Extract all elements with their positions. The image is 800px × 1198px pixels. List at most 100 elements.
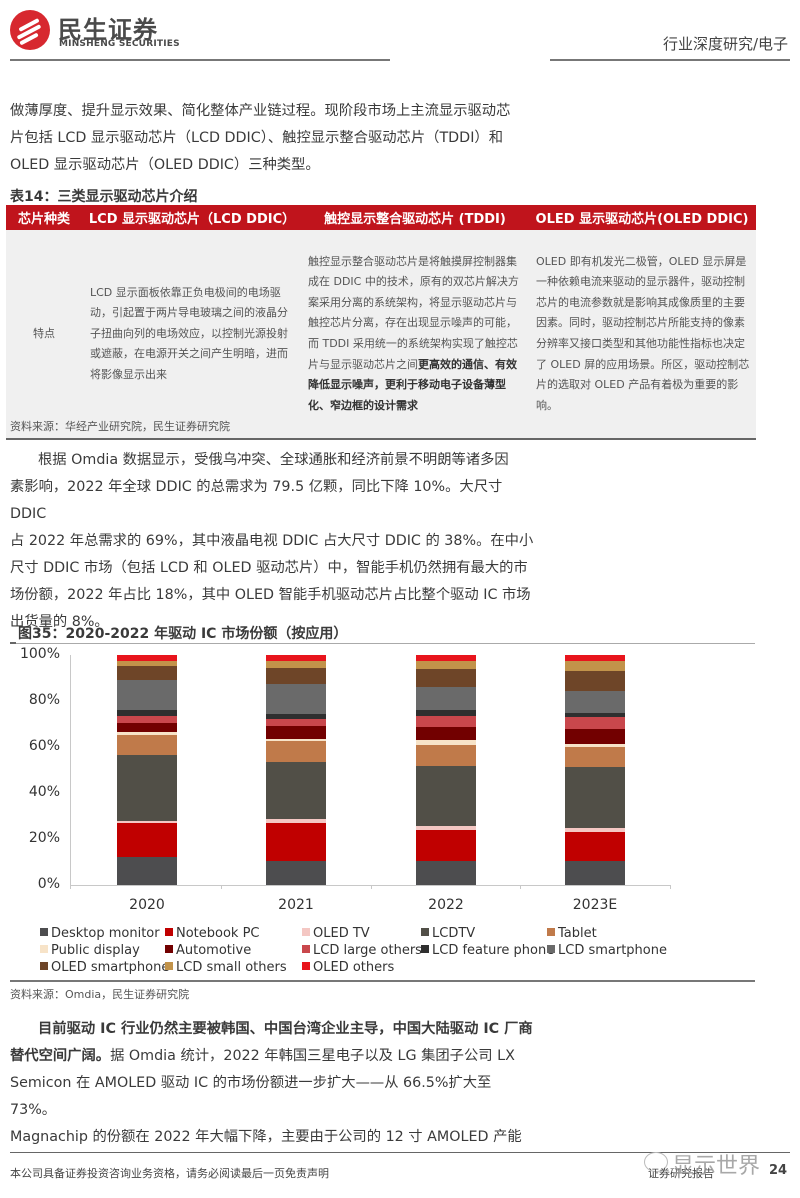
bar-segment [266,655,326,661]
stacked-bar-chart: 0% 20% 40% 60% 80% 100% [0,645,800,895]
legend-item: Tablet [547,926,597,941]
report-type-label: 证券研究报告 [648,1167,714,1180]
x-tick-label: 2023E [572,897,618,913]
table-header-row: 芯片种类 LCD 显示驱动芯片（LCD DDIC） 触控显示整合驱动芯片 (TD… [6,205,756,230]
bar-segment [565,832,625,862]
logo-english-name: MINSHENG SECURITIES [59,39,180,49]
text-line: 根据 Omdia 数据显示，受俄乌冲突、全球通胀和经济前景不明朗等诸多因 [38,452,509,468]
text-span: 据 Omdia 统计，2022 年韩国三星电子以及 LG 集团子公司 LX [110,1048,515,1064]
table-row: 特点 LCD 显示面板依靠正负电极间的电场驱动，引起置于两片导电玻璃之间的液晶分… [6,230,756,440]
x-tick [371,885,372,889]
table-header-cell: 芯片种类 [6,205,82,230]
legend-label: LCD large others [313,943,422,958]
legend-item: LCD large others [302,943,422,958]
bar-segment [416,860,476,885]
header-divider-right [550,59,790,61]
header-divider [10,59,390,61]
bar-segment [117,735,177,755]
bar-segment [266,660,326,668]
page-header: 民生证券 MINSHENG SECURITIES 行业深度研究/电子 [0,0,800,62]
report-section-label: 行业深度研究/电子 [662,35,788,53]
bar-segment [565,744,625,747]
text-line: 出货量的 8%。 [10,614,109,630]
bar-segment [565,717,625,730]
x-tick-label: 2020 [129,897,165,913]
bar-segment [266,684,326,714]
bar-segment [416,661,476,670]
figure-title-divider [10,643,755,644]
text-line: Magnachip 的份额在 2022 年大幅下降，主要由于公司的 12 寸 A… [10,1129,522,1145]
bar-segment [266,718,326,727]
omdia-paragraph: 根据 Omdia 数据显示，受俄乌冲突、全球通胀和经济前景不明朗等诸多因 素影响… [10,447,540,636]
bar-segment [266,713,326,719]
legend-label: LCD small others [176,960,287,975]
bar-segment [117,660,177,667]
bar-segment [565,828,625,833]
legend-label: OLED others [313,960,395,975]
text-line: 目前驱动 IC 行业仍然主要被韩国、中国台湾企业主导，中国大陆驱动 IC 厂商替… [10,1016,540,1070]
y-tick-label: 60% [28,738,60,754]
bar-2020 [117,655,177,885]
legend-label: Desktop monitor [51,926,160,941]
y-tick-label: 100% [19,646,60,662]
figure-source: 资料来源：Omdia，民生证券研究院 [10,988,190,1001]
intro-paragraph: 做薄厚度、提升显示效果、简化整体产业链过程。现阶段市场上主流显示驱动芯 片包括 … [10,98,540,179]
bar-segment [266,860,326,885]
y-tick-label: 20% [28,830,60,846]
bar-2023E [565,655,625,885]
row-label: 特点 [6,230,82,440]
chip-type-table: 芯片种类 LCD 显示驱动芯片（LCD DDIC） 触控显示整合驱动芯片 (TD… [6,205,756,440]
legend-item: Notebook PC [165,926,260,941]
bold-lead-text: 目前驱动 IC 行业仍然主要被韩国、中国台湾企业主导，中国大陆驱动 IC 厂商替… [10,1021,533,1064]
bar-segment [117,655,177,661]
footer-divider [10,1152,790,1153]
figure-bottom-divider [10,980,755,982]
bar-segment [117,820,177,823]
legend-swatch-icon [40,945,48,953]
x-axis [70,885,670,886]
bar-segment [416,740,476,746]
legend-swatch-icon [302,962,310,970]
table-title: 表14：三类显示驱动芯片介绍 [10,189,198,205]
bar-segment [266,822,326,861]
bar-segment [266,761,326,820]
tddi-description: 触控显示整合驱动芯片是将触摸屏控制器集成在 DDIC 中的技术，原有的双芯片解决… [302,230,528,440]
bar-segment [565,712,625,718]
text-line: 素影响，2022 年全球 DDIC 的总需求为 79.5 亿颗，同比下降 10%… [10,479,503,522]
bar-segment [416,825,476,831]
x-tick [520,885,521,889]
legend-label: LCD feature phone [432,943,555,958]
bar-segment [565,746,625,767]
legend-label: LCDTV [432,926,476,941]
legend-swatch-icon [40,928,48,936]
legend-label: OLED smartphone [51,960,170,975]
bar-segment [117,822,177,857]
legend-item: Desktop monitor [40,926,160,941]
legend-item: OLED TV [302,926,370,941]
y-tick-label: 40% [28,784,60,800]
legend-swatch-icon [421,945,429,953]
bar-segment [117,754,177,821]
text-line: 场份额，2022 年占比 18%，其中 OLED 智能手机驱动芯片占比整个驱动 … [10,587,531,603]
y-tick-label: 80% [28,692,60,708]
bar-segment [266,726,326,739]
legend-item: LCD feature phone [421,943,554,958]
y-axis [70,655,71,886]
minsheng-logo-icon [10,10,50,50]
bar-segment [117,666,177,681]
bar-segment [565,655,625,662]
bar-segment [565,670,625,691]
table-header-cell: LCD 显示驱动芯片（LCD DDIC） [82,205,302,230]
bar-segment [416,710,476,716]
table-header-cell: 触控显示整合驱动芯片 (TDDI) [302,205,528,230]
legend-label: Public display [51,943,140,958]
x-tick [670,885,671,889]
legend-item: LCD smartphone [547,943,667,958]
bar-segment [416,745,476,766]
bar-segment [565,861,625,885]
legend-item: LCD small others [165,960,287,975]
legend-label: LCD smartphone [558,943,667,958]
disclaimer-text: 本公司具备证券投资咨询业务资格，请务必阅读最后一页免责声明 [10,1167,329,1180]
logo-chinese-name: 民生证券 [58,16,158,44]
bar-segment [416,655,476,662]
